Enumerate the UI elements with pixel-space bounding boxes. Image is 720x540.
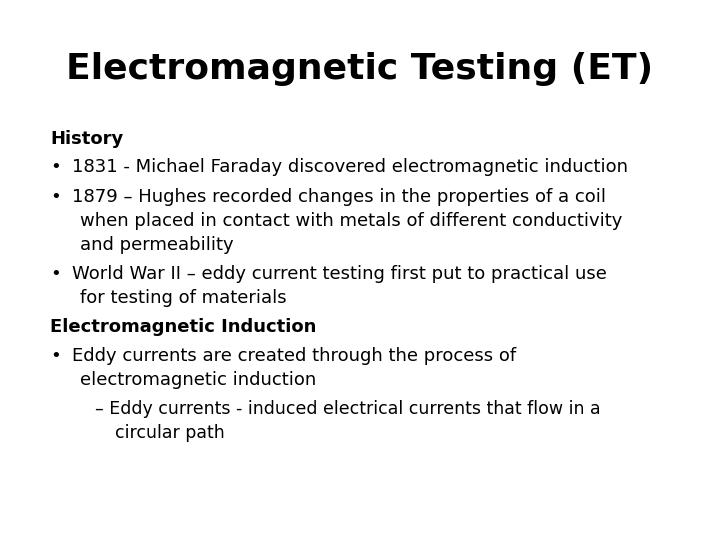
Text: •: • [50, 265, 60, 283]
Text: History: History [50, 130, 123, 148]
Text: 1831 - Michael Faraday discovered electromagnetic induction: 1831 - Michael Faraday discovered electr… [72, 158, 628, 176]
Text: Electromagnetic Testing (ET): Electromagnetic Testing (ET) [66, 52, 654, 86]
Text: •: • [50, 158, 60, 176]
Text: 1879 – Hughes recorded changes in the properties of a coil: 1879 – Hughes recorded changes in the pr… [72, 188, 606, 206]
Text: and permeability: and permeability [80, 236, 233, 254]
Text: World War II – eddy current testing first put to practical use: World War II – eddy current testing firs… [72, 265, 607, 283]
Text: •: • [50, 347, 60, 365]
Text: Electromagnetic Induction: Electromagnetic Induction [50, 318, 316, 336]
Text: – Eddy currents - induced electrical currents that flow in a: – Eddy currents - induced electrical cur… [95, 400, 600, 418]
Text: electromagnetic induction: electromagnetic induction [80, 371, 316, 389]
Text: circular path: circular path [115, 424, 225, 442]
Text: when placed in contact with metals of different conductivity: when placed in contact with metals of di… [80, 212, 622, 230]
Text: Eddy currents are created through the process of: Eddy currents are created through the pr… [72, 347, 516, 365]
Text: for testing of materials: for testing of materials [80, 289, 287, 307]
Text: •: • [50, 188, 60, 206]
